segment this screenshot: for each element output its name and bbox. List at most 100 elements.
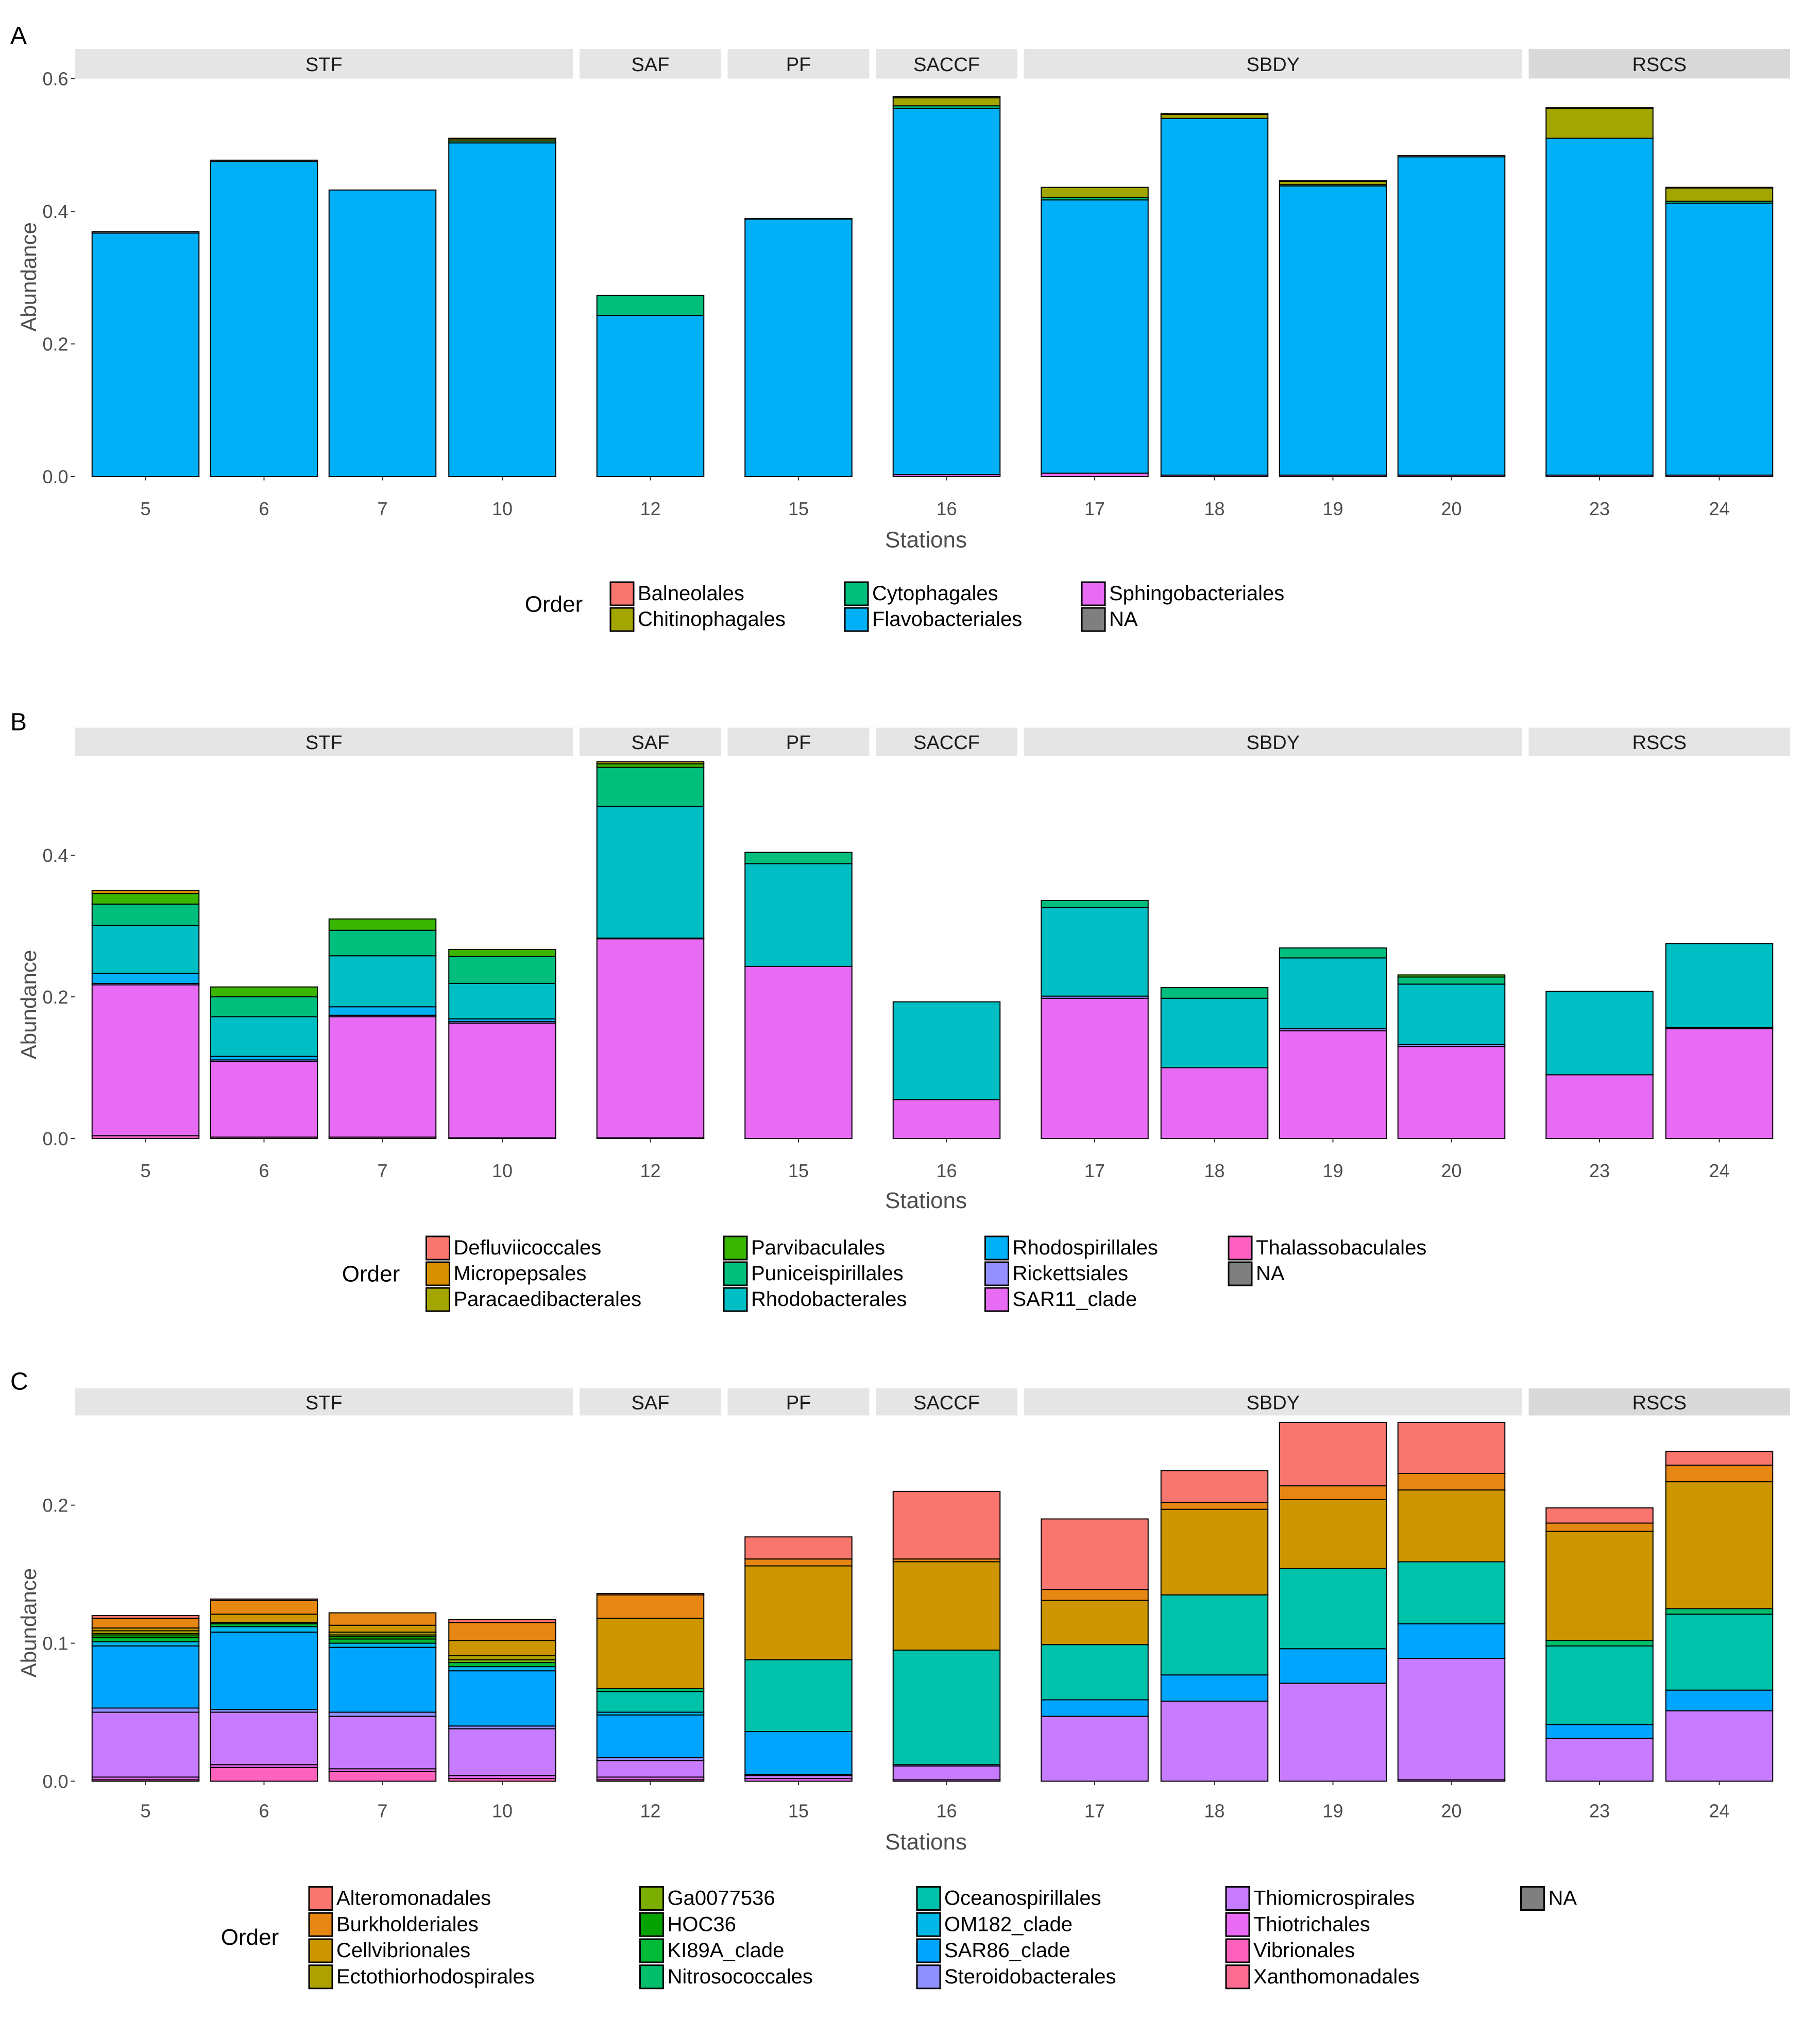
bar-segment	[329, 1613, 436, 1625]
bar-segment	[1161, 998, 1268, 1068]
bar-segment	[745, 1559, 852, 1566]
legend-item-label: Ga0077536	[668, 1887, 775, 1910]
bar-segment	[1666, 1614, 1773, 1690]
bar-segment	[1161, 1595, 1268, 1675]
facet-label: SACCF	[913, 54, 980, 76]
legend-item-label: Rhodospirillales	[1013, 1236, 1158, 1259]
y-axis-title: Abundance	[16, 1568, 41, 1678]
legend-swatch	[724, 1288, 747, 1311]
bar-segment	[1161, 114, 1268, 118]
x-tick-label: 23	[1589, 498, 1610, 519]
facet-label: PF	[786, 732, 811, 754]
bar-segment	[329, 1772, 436, 1781]
x-tick-label: 15	[788, 498, 809, 519]
bar-segment	[893, 108, 1000, 474]
legend-swatch	[309, 1939, 332, 1962]
bar-segment	[1666, 944, 1773, 1027]
bar-segment	[745, 966, 852, 1139]
legend-item-label: Flavobacteriales	[872, 608, 1022, 631]
legend-swatch	[640, 1939, 664, 1962]
x-tick-label: 24	[1709, 1160, 1729, 1181]
legend-swatch	[309, 1887, 332, 1910]
bar-segment	[1161, 1509, 1268, 1595]
bar-segment	[1546, 1640, 1653, 1646]
bar-segment	[1666, 1029, 1773, 1139]
facet-label: STF	[305, 54, 343, 76]
bar-segment	[745, 218, 852, 219]
legend-item-label: Sphingobacteriales	[1109, 582, 1284, 605]
x-tick-label: 20	[1441, 1160, 1461, 1181]
figure: ASTF SAF PF SACCF SBDY RSCS0.00.20.40.6Abunda…	[0, 0, 1820, 2037]
bar-segment	[329, 930, 436, 956]
bar-segment	[449, 949, 556, 957]
x-tick-label: 15	[788, 1801, 809, 1822]
bar-segment	[1666, 1451, 1773, 1465]
x-tick-label: 24	[1709, 1801, 1729, 1822]
y-tick-label: 0.6	[42, 69, 68, 90]
legend-swatch	[917, 1965, 940, 1989]
bar-segment	[92, 1642, 199, 1646]
x-tick-label: 16	[936, 1160, 957, 1181]
bar-segment	[449, 1640, 556, 1655]
bar-segment	[92, 1708, 199, 1712]
legend-title: Order	[342, 1262, 400, 1287]
bar-segment	[1041, 998, 1148, 1139]
legend-item-label: OM182_clade	[944, 1913, 1073, 1936]
facet-label: RSCS	[1632, 54, 1687, 76]
legend-item-label: Steroidobacterales	[944, 1965, 1116, 1988]
legend-swatch	[309, 1965, 332, 1989]
bar-segment	[597, 762, 704, 764]
bar-segment	[1666, 203, 1773, 476]
legend-swatch	[1226, 1913, 1249, 1936]
bar-segment	[597, 806, 704, 938]
bar-segment	[1546, 1738, 1653, 1781]
legend-item-label: Cellvibrionales	[336, 1939, 470, 1962]
bar-segment	[745, 1660, 852, 1732]
bar-segment	[1398, 156, 1505, 157]
legend-swatch	[917, 1887, 940, 1910]
legend-item-label: SAR86_clade	[944, 1939, 1070, 1962]
bar-segment	[1280, 948, 1387, 958]
legend-item-label: Puniceispirillales	[751, 1262, 904, 1285]
bar-segment	[1546, 1523, 1653, 1531]
bar-segment	[329, 1007, 436, 1015]
bar-segment	[449, 1622, 556, 1640]
bar-segment	[1398, 1490, 1505, 1561]
facet-label: RSCS	[1632, 1392, 1687, 1414]
bar-segment	[597, 1760, 704, 1777]
legend-item-label: Vibrionales	[1253, 1939, 1355, 1962]
bar-segment	[1398, 1624, 1505, 1658]
bar-segment	[449, 138, 556, 139]
panel-B: B STF SAF PF SACCF SBDY RSCS 0.0 0.2 0.4 Abundance…	[10, 709, 1790, 1312]
bar-segment	[597, 764, 704, 768]
facet-label: SBDY	[1247, 732, 1300, 754]
bar-segment	[1280, 958, 1387, 1029]
bar-segment	[1546, 991, 1653, 1075]
bar-segment	[1546, 1532, 1653, 1641]
bar-segment	[211, 1601, 318, 1615]
x-axis-title: Stations	[885, 1829, 967, 1855]
bar-segment	[745, 1537, 852, 1559]
panel-label: B	[10, 709, 27, 736]
legend-swatch	[845, 608, 868, 631]
legend-item-label: Rickettsiales	[1013, 1262, 1129, 1285]
legend: Order BalneolalesChitinophagalesCytophaga…	[525, 582, 1284, 631]
bar-segment	[1161, 1502, 1268, 1509]
bar-segment	[92, 232, 199, 233]
bar-segment	[1546, 1508, 1653, 1523]
legend-swatch	[1082, 608, 1105, 631]
y-tick-label: 0.2	[42, 1495, 68, 1516]
x-tick-label: 7	[377, 1160, 387, 1181]
x-tick-label: 19	[1322, 1160, 1343, 1181]
x-tick-label: 23	[1589, 1801, 1610, 1822]
panel-C: CSTF SAF PF SACCF SBDY RSCS0.00.10.2Abundance…	[10, 1368, 1790, 1989]
x-tick-label: 7	[377, 1801, 387, 1822]
legend-item-label: Balneolales	[638, 582, 744, 605]
x-tick-label: 16	[936, 1801, 957, 1822]
bar-segment	[1041, 1589, 1148, 1600]
legend-item-label: NA	[1109, 608, 1138, 631]
y-tick-label: 0.4	[42, 845, 68, 866]
bar-segment	[893, 96, 1000, 98]
bar-segment	[893, 1650, 1000, 1764]
bar-segment	[1398, 157, 1505, 475]
